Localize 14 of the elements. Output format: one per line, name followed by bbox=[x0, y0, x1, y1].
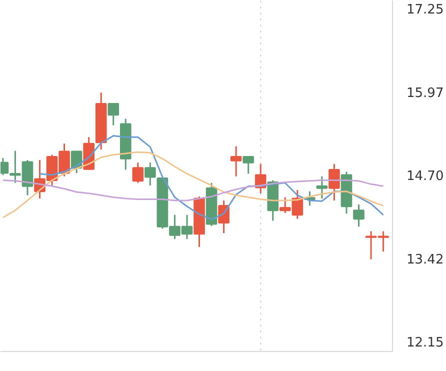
y-tick-label: 13.42 bbox=[406, 252, 444, 268]
line-series bbox=[2, 151, 384, 218]
y-tick-label: 17.25 bbox=[406, 2, 444, 18]
y-tick-label: 12.15 bbox=[406, 336, 444, 351]
y-tick-label: 15.97 bbox=[406, 86, 444, 102]
candlestick bbox=[353, 204, 364, 228]
candlestick bbox=[108, 102, 120, 126]
candlestick bbox=[144, 162, 156, 186]
y-tick-label: 14.70 bbox=[406, 169, 444, 184]
candlestick bbox=[316, 176, 328, 200]
candlestick bbox=[328, 163, 340, 202]
candlestick bbox=[230, 146, 242, 178]
candlestick bbox=[132, 162, 144, 184]
candlestick bbox=[242, 156, 254, 174]
